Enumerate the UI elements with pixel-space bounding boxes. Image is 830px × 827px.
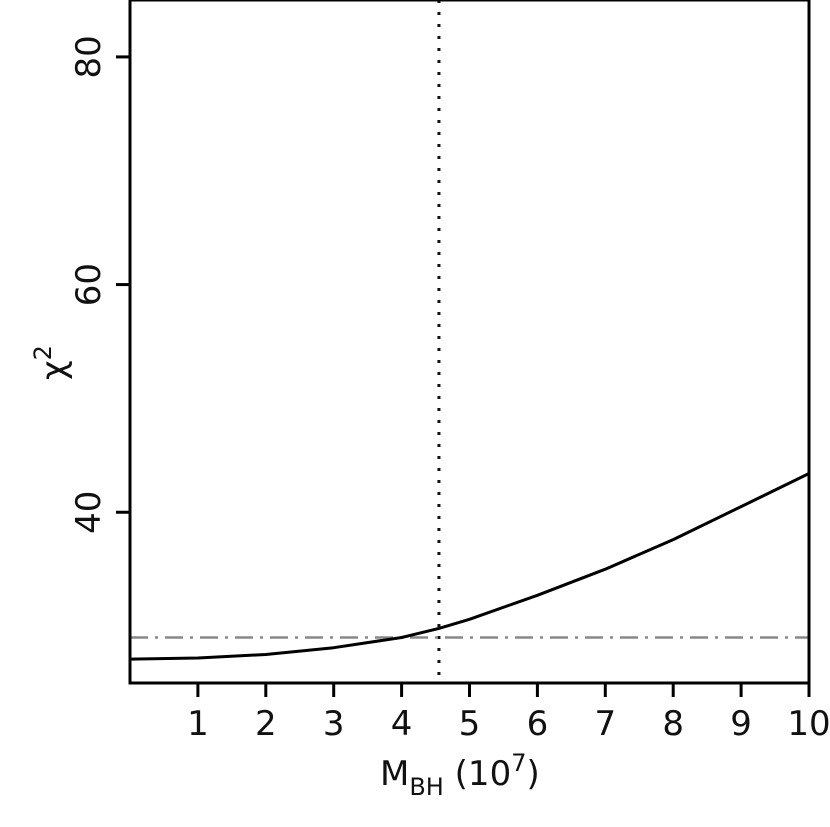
y-axis-label: χ2 xyxy=(29,345,74,380)
x-axis-label-sup: 7 xyxy=(511,749,526,777)
y-axis-label-main: χ xyxy=(34,360,74,380)
y-tick-label: 80 xyxy=(69,35,109,78)
x-tick-label: 9 xyxy=(730,704,752,744)
x-axis-label-close: ) xyxy=(526,754,539,794)
y-axis-label-sup: 2 xyxy=(29,345,57,360)
x-tick-label: 2 xyxy=(255,704,277,744)
axis-labels: MBH (107) χ2 xyxy=(29,345,540,801)
plot-area xyxy=(129,0,810,683)
axes: 1 2 3 4 5 6 7 8 9 10 40 60 80 xyxy=(69,0,830,744)
x-tick-label: 10 xyxy=(787,704,830,744)
x-axis-label-main: M xyxy=(380,754,409,794)
y-tick-label: 40 xyxy=(69,491,109,534)
x-tick-label: 8 xyxy=(662,704,684,744)
x-tick-label: 3 xyxy=(323,704,345,744)
x-tick-label: 1 xyxy=(187,704,209,744)
x-tick-label: 4 xyxy=(391,704,413,744)
x-tick-label: 7 xyxy=(594,704,616,744)
plot-frame xyxy=(128,0,811,685)
x-tick-label: 6 xyxy=(527,704,549,744)
x-axis-label: MBH (107) xyxy=(380,749,540,801)
x-axis-label-sub: BH xyxy=(409,773,444,801)
x-axis-label-rest: (10 xyxy=(444,754,511,794)
chi-square-curve xyxy=(129,472,810,661)
y-tick-label: 60 xyxy=(69,263,109,306)
x-tick-label: 5 xyxy=(459,704,481,744)
